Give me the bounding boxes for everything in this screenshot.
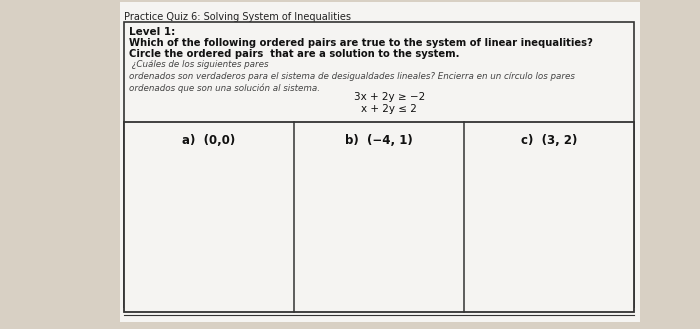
Text: Practice Quiz 6: Solving System of Inequalities: Practice Quiz 6: Solving System of Inequ… xyxy=(124,12,351,22)
Text: ¿Cuáles de los siguientes pares
ordenados son verdaderos para el sistema de desi: ¿Cuáles de los siguientes pares ordenado… xyxy=(129,60,575,93)
Text: c)  (3, 2): c) (3, 2) xyxy=(521,134,577,147)
Text: b)  (−4, 1): b) (−4, 1) xyxy=(345,134,413,147)
Text: Level 1:: Level 1: xyxy=(129,27,175,37)
Text: Which of the following ordered pairs are true to the system of linear inequaliti: Which of the following ordered pairs are… xyxy=(129,38,593,48)
Text: 3x + 2y ≥ −2: 3x + 2y ≥ −2 xyxy=(354,92,425,102)
Text: Circle the ordered pairs  that are a solution to the system.: Circle the ordered pairs that are a solu… xyxy=(129,49,459,59)
Text: a)  (0,0): a) (0,0) xyxy=(183,134,236,147)
Bar xyxy=(120,308,640,322)
Bar xyxy=(120,2,640,320)
Bar xyxy=(124,122,634,312)
Bar xyxy=(124,22,634,312)
Text: x + 2y ≤ 2: x + 2y ≤ 2 xyxy=(361,104,417,114)
